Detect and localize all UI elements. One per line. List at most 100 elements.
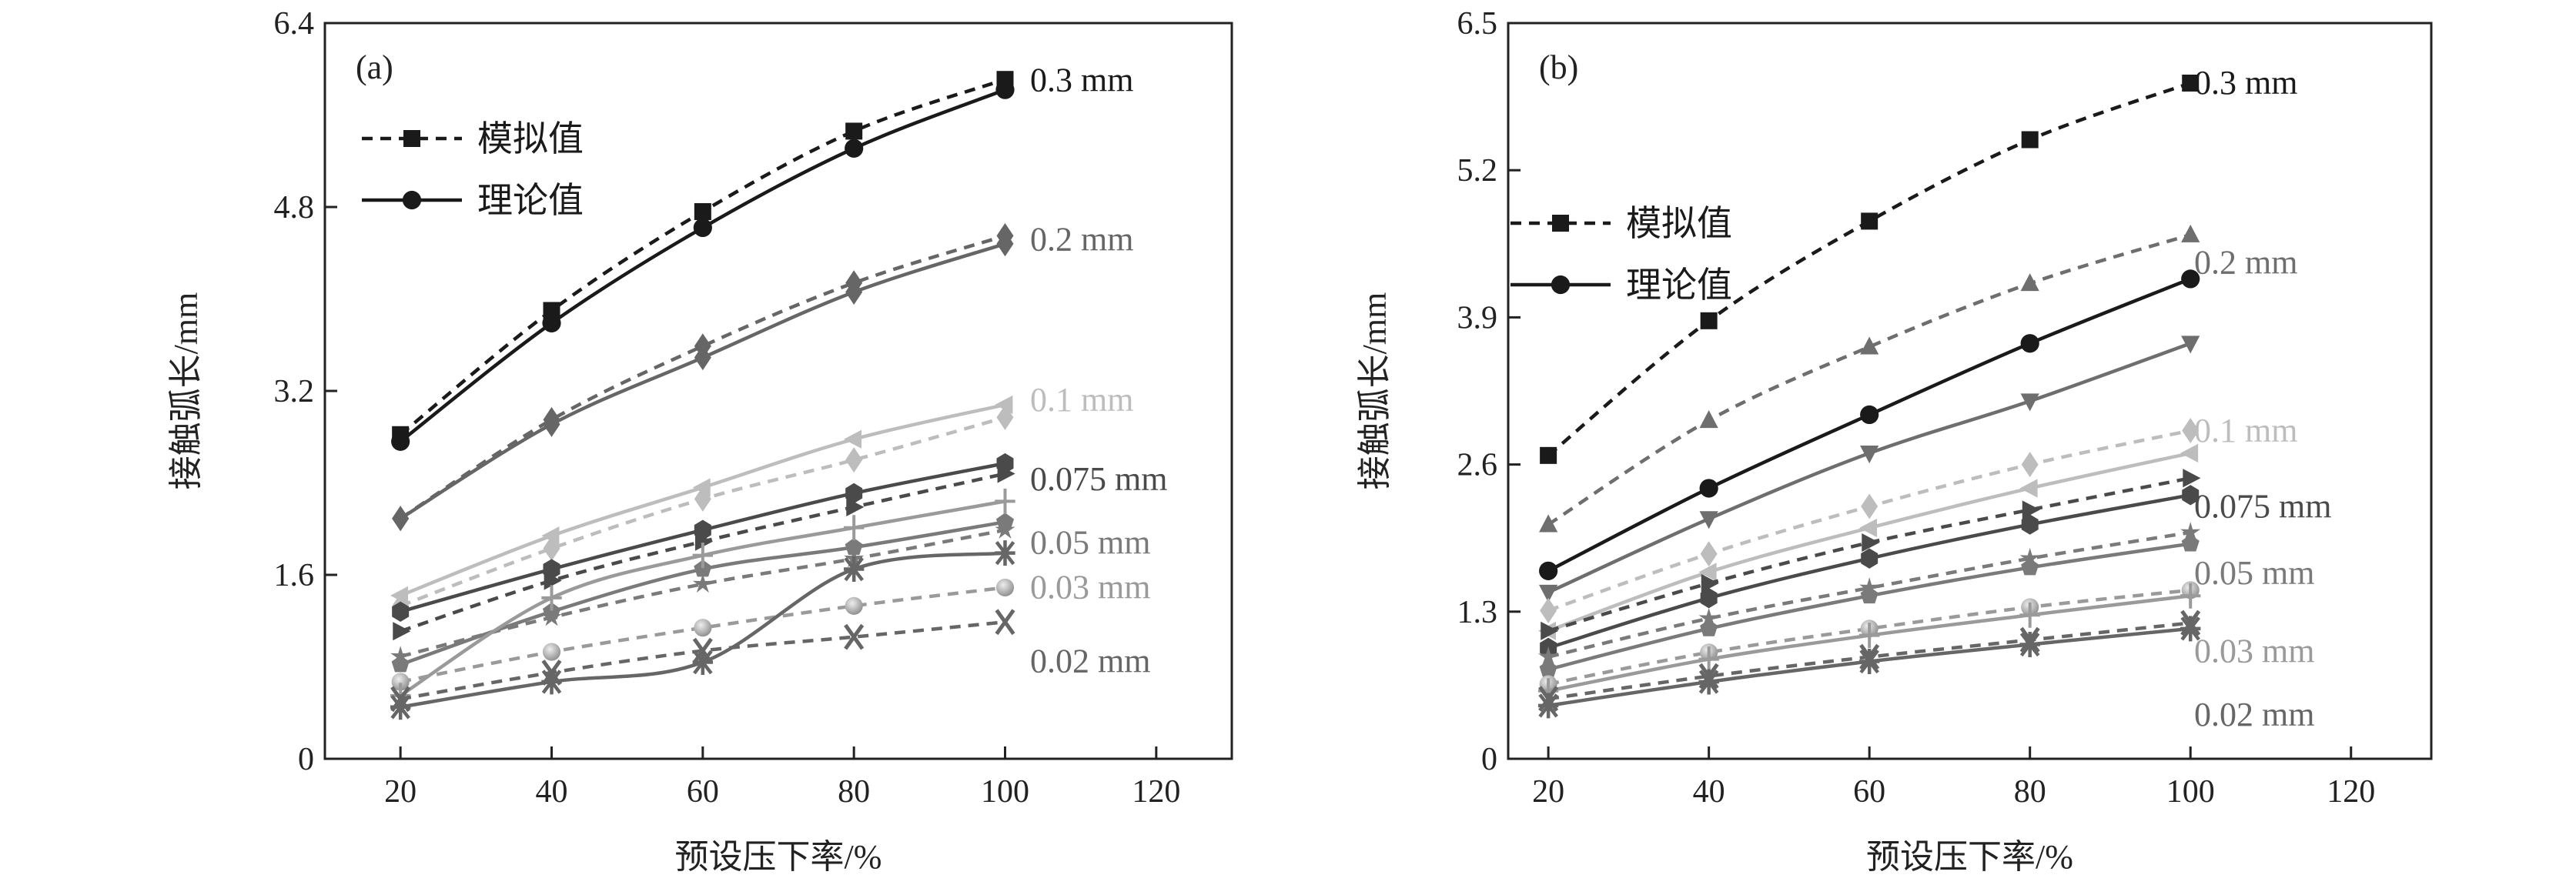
series-group-label: 0.1 mm: [2194, 412, 2297, 449]
marker-triangle-right: [1701, 573, 1719, 593]
marker-triangle-left: [1698, 563, 1717, 582]
legend-label: 理论值: [1626, 266, 1732, 305]
marker-triangle-left: [692, 478, 711, 497]
series-group: 0.2 mm: [1539, 224, 2297, 603]
marker-diamond: [1861, 493, 1878, 519]
marker-square: [694, 202, 711, 220]
series-group-label: 0.2 mm: [2194, 244, 2297, 282]
marker-pentagon: [2021, 558, 2039, 576]
marker-pentagon: [694, 559, 712, 577]
marker-diamond: [996, 231, 1014, 257]
x-tick-label: 40: [536, 774, 568, 810]
marker-circle: [995, 80, 1015, 99]
marker-asterisk: [1858, 649, 1880, 675]
series-group-label: 0.075 mm: [2194, 487, 2331, 525]
marker-pentagon: [845, 538, 863, 556]
marker-diamond: [694, 345, 711, 371]
marker-diamond: [845, 447, 863, 473]
marker-diamond: [1540, 597, 1557, 623]
marker-x: [995, 609, 1015, 636]
marker-asterisk: [2019, 631, 2040, 657]
chart-panel-b: 20 40 60 80 100 120 0 1.3 2.6 3.9 5.2 6.5 预设压下率/% 接触弧…: [1356, 6, 2433, 876]
x-tick-label: 80: [2014, 774, 2046, 810]
marker-square: [1540, 446, 1557, 464]
legend-label: 模拟值: [1626, 204, 1732, 243]
marker-plus: [2019, 602, 2040, 628]
plot-frame: [1507, 22, 2433, 760]
marker-pentagon: [1860, 586, 1878, 604]
series-group-label: 0.1 mm: [1030, 381, 1133, 419]
y-tick-label: 6.5: [1457, 6, 1498, 42]
marker-plus: [995, 488, 1015, 514]
legend-label: 理论值: [477, 181, 584, 220]
marker-pentagon: [1539, 660, 1557, 677]
marker-triangle-right: [2183, 469, 2201, 488]
marker-x: [844, 623, 865, 650]
marker-pentagon: [542, 602, 561, 620]
marker-circle: [1551, 275, 1571, 295]
marker-triangle-up: [1860, 336, 1879, 355]
series-group-label: 0.075 mm: [1030, 460, 1167, 498]
y-tick-label: 1.6: [274, 558, 315, 593]
panel-label: (a): [356, 48, 393, 86]
panel-label: (b): [1539, 48, 1578, 86]
marker-triangle-down: [1539, 584, 1558, 603]
marker-asterisk: [692, 650, 714, 676]
marker-diamond: [845, 279, 863, 306]
x-tick-label: 40: [1693, 774, 1725, 810]
marker-sphere: [845, 596, 863, 615]
marker-triangle-right: [846, 497, 865, 516]
y-tick-label: 3.2: [274, 374, 315, 409]
simulated-line: [1547, 232, 2191, 526]
marker-hexagon: [694, 519, 711, 540]
marker-circle: [1699, 479, 1718, 498]
marker-square: [1700, 312, 1718, 329]
marker-star: [1538, 646, 1559, 666]
marker-triangle-right: [1541, 621, 1559, 640]
marker-diamond: [1700, 541, 1718, 567]
marker-asterisk: [1698, 669, 1719, 695]
series-group: 0.3 mm: [391, 62, 1133, 451]
marker-triangle-left: [843, 429, 862, 449]
legend-label: 模拟值: [477, 119, 584, 159]
marker-diamond: [543, 411, 560, 437]
y-tick-label: 2.6: [1457, 448, 1498, 483]
series-group: 0.075 mm: [392, 453, 1167, 641]
series-group: 0.03 mm: [390, 488, 1150, 709]
marker-circle: [2020, 334, 2039, 353]
series-group-label: 0.02 mm: [2194, 696, 2314, 733]
marker-triangle-left: [2180, 443, 2199, 463]
simulated-line: [400, 586, 1005, 684]
series-group-label: 0.3 mm: [2194, 64, 2297, 102]
marker-asterisk: [390, 694, 411, 720]
marker-asterisk: [995, 540, 1015, 566]
marker-circle: [1860, 405, 1879, 424]
marker-pentagon: [2181, 534, 2200, 552]
marker-plus: [692, 543, 714, 569]
marker-square: [403, 130, 420, 147]
x-tick-label: 20: [1532, 774, 1564, 810]
x-tick-label: 120: [2327, 774, 2375, 810]
marker-hexagon: [845, 483, 863, 504]
marker-circle: [693, 218, 712, 237]
series-group: 0.2 mm: [392, 221, 1133, 532]
y-axis-label: 接触弧长/mm: [1356, 292, 1393, 490]
marker-hexagon: [2021, 514, 2039, 535]
series-group-label: 0.3 mm: [1030, 62, 1133, 99]
series-group-label: 0.03 mm: [1030, 568, 1150, 606]
series-group: 0.3 mm: [1539, 64, 2297, 580]
series-group: 0.075 mm: [1540, 469, 2331, 659]
marker-plus: [541, 585, 562, 611]
marker-circle: [542, 313, 561, 332]
marker-hexagon: [1700, 587, 1718, 609]
x-axis-label: 预设压下率/%: [1866, 838, 2073, 876]
marker-triangle-right: [2022, 500, 2040, 519]
marker-triangle-left: [390, 586, 409, 605]
series-group-label: 0.03 mm: [2194, 633, 2314, 670]
y-tick-label: 0: [298, 742, 314, 777]
marker-plus: [1698, 646, 1719, 673]
marker-pentagon: [391, 655, 410, 673]
marker-triangle-up: [1699, 410, 1718, 429]
